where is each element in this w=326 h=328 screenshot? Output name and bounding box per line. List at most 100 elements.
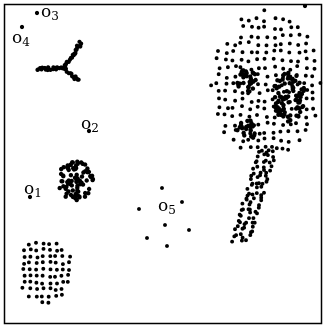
cluster-dense-point [59,166,64,172]
cluster-large-point [296,59,300,64]
cluster-large-point [223,124,228,128]
cluster-core-point [238,120,244,126]
cluster-large-point [217,66,222,71]
cluster-large-point [254,16,259,21]
cluster-core-point [248,76,253,81]
cluster-core-point [276,106,281,111]
cluster-tail-point [270,149,275,154]
cluster-core-point [252,133,257,138]
cluster-dense-point [83,190,88,196]
cluster-core-point [246,84,251,90]
cluster-large-point [217,105,222,110]
cluster-core-point [248,81,254,86]
cluster-large-point [273,64,277,69]
cluster-large-point [310,74,315,79]
cluster-tail-point [249,177,253,182]
cluster-bottom-left-point [60,292,64,297]
cluster-bottom-left-point [48,248,52,252]
cluster-large-point [286,147,290,152]
cluster-large-point [225,42,230,46]
cluster-dense-point [74,172,79,177]
cluster-large-point [286,129,291,134]
cluster-large-point [262,131,267,135]
cluster-large-point [255,57,259,62]
cluster-large-point [287,50,292,55]
cluster-bottom-left-point [35,287,39,291]
cluster-tail-point [251,171,256,176]
cluster-tail-point [263,173,268,178]
cluster-large-point [234,64,238,68]
cluster-large-point [246,137,251,142]
cluster-large-point [310,83,314,88]
cluster-tail-point [250,192,255,197]
cluster-core-point [236,84,241,89]
cluster-large-point [216,72,221,77]
cluster-large-point [297,50,302,55]
cluster-tail-point [251,166,256,171]
cluster-bottom-left-point [28,254,33,259]
cluster-large-point [222,130,227,135]
cluster-large-point [263,82,268,87]
outlier-o4-point [19,24,25,30]
cluster-bottom-left-point [46,294,51,299]
outlier-o3-point [34,10,40,16]
cluster-tail-point [235,224,240,229]
cluster-core-point [240,68,245,73]
cluster-tail-point [274,146,279,151]
cluster-tail-point [259,184,264,189]
cluster-large-point [231,81,236,86]
cluster-core-point [235,128,240,133]
cluster-core-point [286,100,291,105]
cluster-dense-point [75,183,80,189]
cluster-large-point [270,145,274,149]
cluster-dense-point [84,178,89,183]
cluster-large-point [305,88,310,92]
cluster-bottom-left-point [67,268,71,272]
cluster-core-point [297,91,302,97]
cluster-large-point [280,33,285,37]
cluster-large-point [265,35,270,40]
cluster-bottom-left-point [60,267,65,272]
cluster-large-point [241,139,246,144]
cluster-tail-point [230,239,235,244]
cluster-core-point [272,83,277,89]
cluster-large-point [271,130,276,135]
cluster-bottom-left-point [20,285,25,290]
cluster-large-point [240,96,245,101]
cluster-core-point [275,78,280,83]
cluster-core-point [297,98,303,103]
cluster-tail-point [244,197,249,202]
cluster-large-point [230,58,235,63]
cluster-bottom-left-point [48,281,53,286]
cluster-bottom-left-point [48,267,53,272]
cluster-dense-point [82,194,88,199]
cluster-large-point [313,113,318,118]
cluster-bottom-left-point [39,294,44,299]
cluster-large-point [288,122,293,127]
cluster-large-point [281,123,285,127]
cluster-bottom-left-point [61,262,65,266]
cluster-large-point [226,106,230,111]
cluster-large-point [255,104,260,109]
cluster-tail-point [238,220,242,225]
cluster-core-point [238,72,243,77]
cluster-large-point [226,65,230,70]
label-o1: o1 [24,179,42,200]
cluster-dense-point [58,171,64,177]
cluster-dense-point [66,189,71,194]
cluster-large-point [265,120,270,125]
cluster-tail-point [249,173,254,178]
cluster-bottom-left-point [66,273,70,277]
cluster-dense-point [80,182,86,187]
cluster-large-point [264,50,269,55]
cluster-large-point [273,27,277,31]
cluster-bottom-left-point [60,254,65,258]
cluster-tail-point [259,198,264,203]
cluster-tail-point [260,148,264,153]
cluster-star-point [73,50,78,56]
cluster-dense-point [61,184,66,189]
cluster-large-point [222,112,227,117]
cluster-bottom-left-point [40,281,44,286]
cluster-large-point [257,91,262,95]
cluster-large-point [281,17,285,22]
